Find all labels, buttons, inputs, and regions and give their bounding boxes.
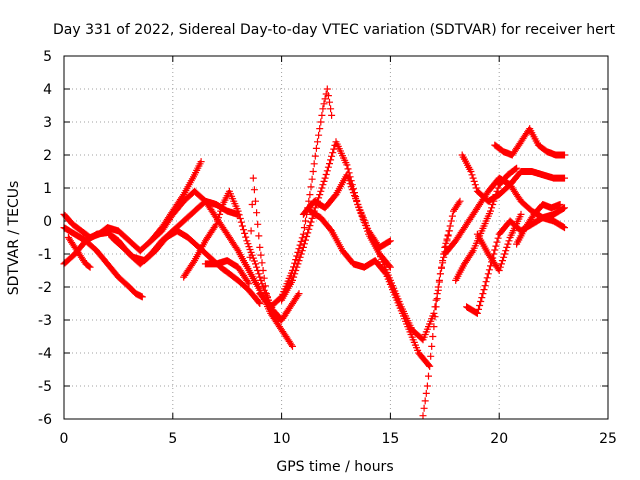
series-track-4	[64, 234, 94, 271]
y-tick-label: -6	[38, 412, 52, 428]
x-tick-label: 15	[381, 431, 399, 447]
y-tick-label: 0	[43, 214, 52, 230]
y-tick-label: -2	[38, 280, 52, 296]
series-markers	[452, 164, 521, 284]
y-tick-label: -5	[38, 379, 52, 395]
x-tick-label: 5	[168, 431, 177, 447]
series-markers	[463, 214, 568, 317]
series-markers	[513, 201, 564, 248]
x-axis-label: GPS time / hours	[276, 459, 393, 475]
series-track-14	[419, 227, 453, 420]
chart-title: Day 331 of 2022, Sidereal Day-to-day VTE…	[53, 22, 615, 38]
series-track-16	[452, 164, 521, 284]
series-track-19	[473, 210, 525, 274]
series-track-17	[458, 151, 568, 205]
y-tick-label: 5	[43, 49, 52, 65]
y-axis-ticks: -6 -5 -4 -3 -2 -1 0 1 2 3 4 5	[38, 49, 608, 428]
y-axis-label: SDTVAR / TECUs	[6, 181, 22, 296]
series-track-18	[463, 214, 568, 317]
series-markers	[458, 151, 568, 205]
series-markers	[376, 197, 464, 344]
x-tick-label: 20	[490, 431, 508, 447]
series-track-13	[376, 197, 464, 344]
series-track-5	[108, 227, 264, 307]
series-track-20	[491, 125, 568, 159]
y-tick-label: -3	[38, 313, 52, 329]
x-tick-label: 25	[599, 431, 617, 447]
x-tick-label: 0	[60, 431, 69, 447]
y-tick-label: 4	[43, 82, 52, 98]
x-axis-ticks: 0 5 10 15 20 25	[60, 56, 617, 447]
y-tick-label: -4	[38, 346, 52, 362]
y-tick-label: 2	[43, 148, 52, 164]
series-markers	[473, 210, 525, 274]
series-track-21	[513, 201, 564, 248]
series-markers	[419, 227, 453, 420]
x-tick-label: 10	[273, 431, 291, 447]
y-tick-label: 1	[43, 181, 52, 197]
series-markers	[491, 125, 568, 159]
series-markers	[64, 234, 94, 271]
y-tick-label: -1	[38, 247, 52, 263]
y-tick-label: 3	[43, 115, 52, 131]
plot-area	[60, 85, 568, 420]
series-markers	[108, 227, 264, 307]
plot-frame	[63, 55, 609, 420]
grid-lines	[64, 56, 608, 419]
